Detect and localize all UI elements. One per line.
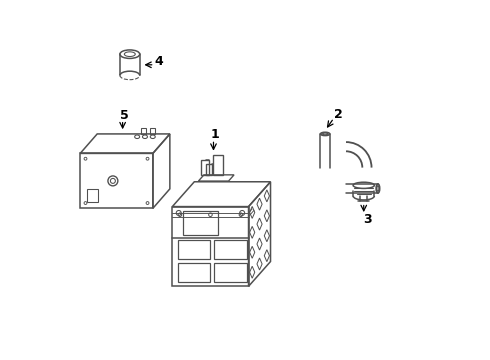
- Text: 1: 1: [211, 127, 220, 141]
- Text: 2: 2: [334, 108, 343, 121]
- Text: 4: 4: [155, 55, 164, 68]
- Text: 3: 3: [363, 213, 371, 226]
- Text: 5: 5: [120, 109, 129, 122]
